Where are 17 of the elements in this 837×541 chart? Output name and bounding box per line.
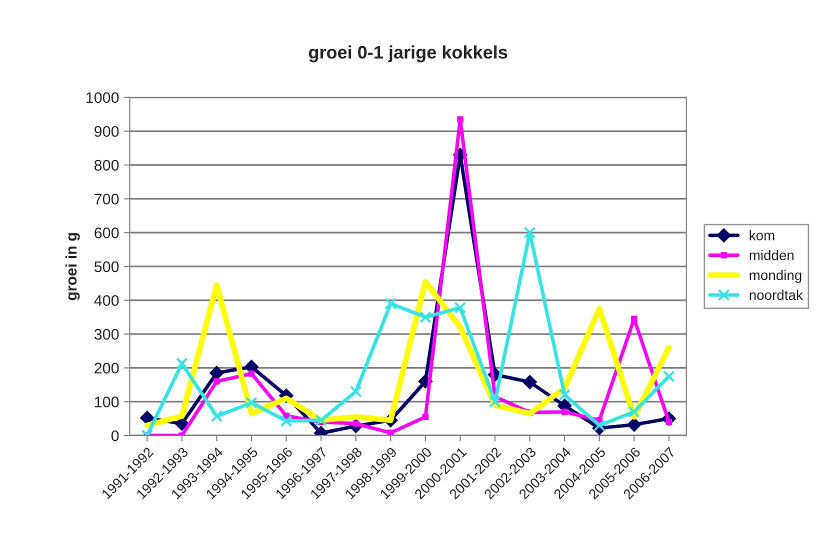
y-tick-label: 400 [94,295,119,306]
legend-label: monding [750,270,802,283]
y-tick-label: 100 [94,396,119,408]
y-axis-title: groei in g [65,233,80,300]
legend-label: noordtak [750,290,803,300]
y-tick-label: 200 [94,362,119,374]
y-tick-label: 600 [94,228,119,238]
chart-title: groei 0-1 jarige kokkels [308,45,508,62]
y-tick-label: 900 [94,126,119,137]
y-tick-label: 0 [111,430,119,442]
y-tick-label: 800 [94,160,119,171]
y-tick-label: 700 [94,194,119,205]
y-tick-label: 1000 [86,92,119,104]
legend-label: midden [750,250,794,260]
legend-label: kom [750,230,774,240]
y-tick-label: 300 [94,328,119,340]
y-tick-label: 500 [94,261,119,272]
